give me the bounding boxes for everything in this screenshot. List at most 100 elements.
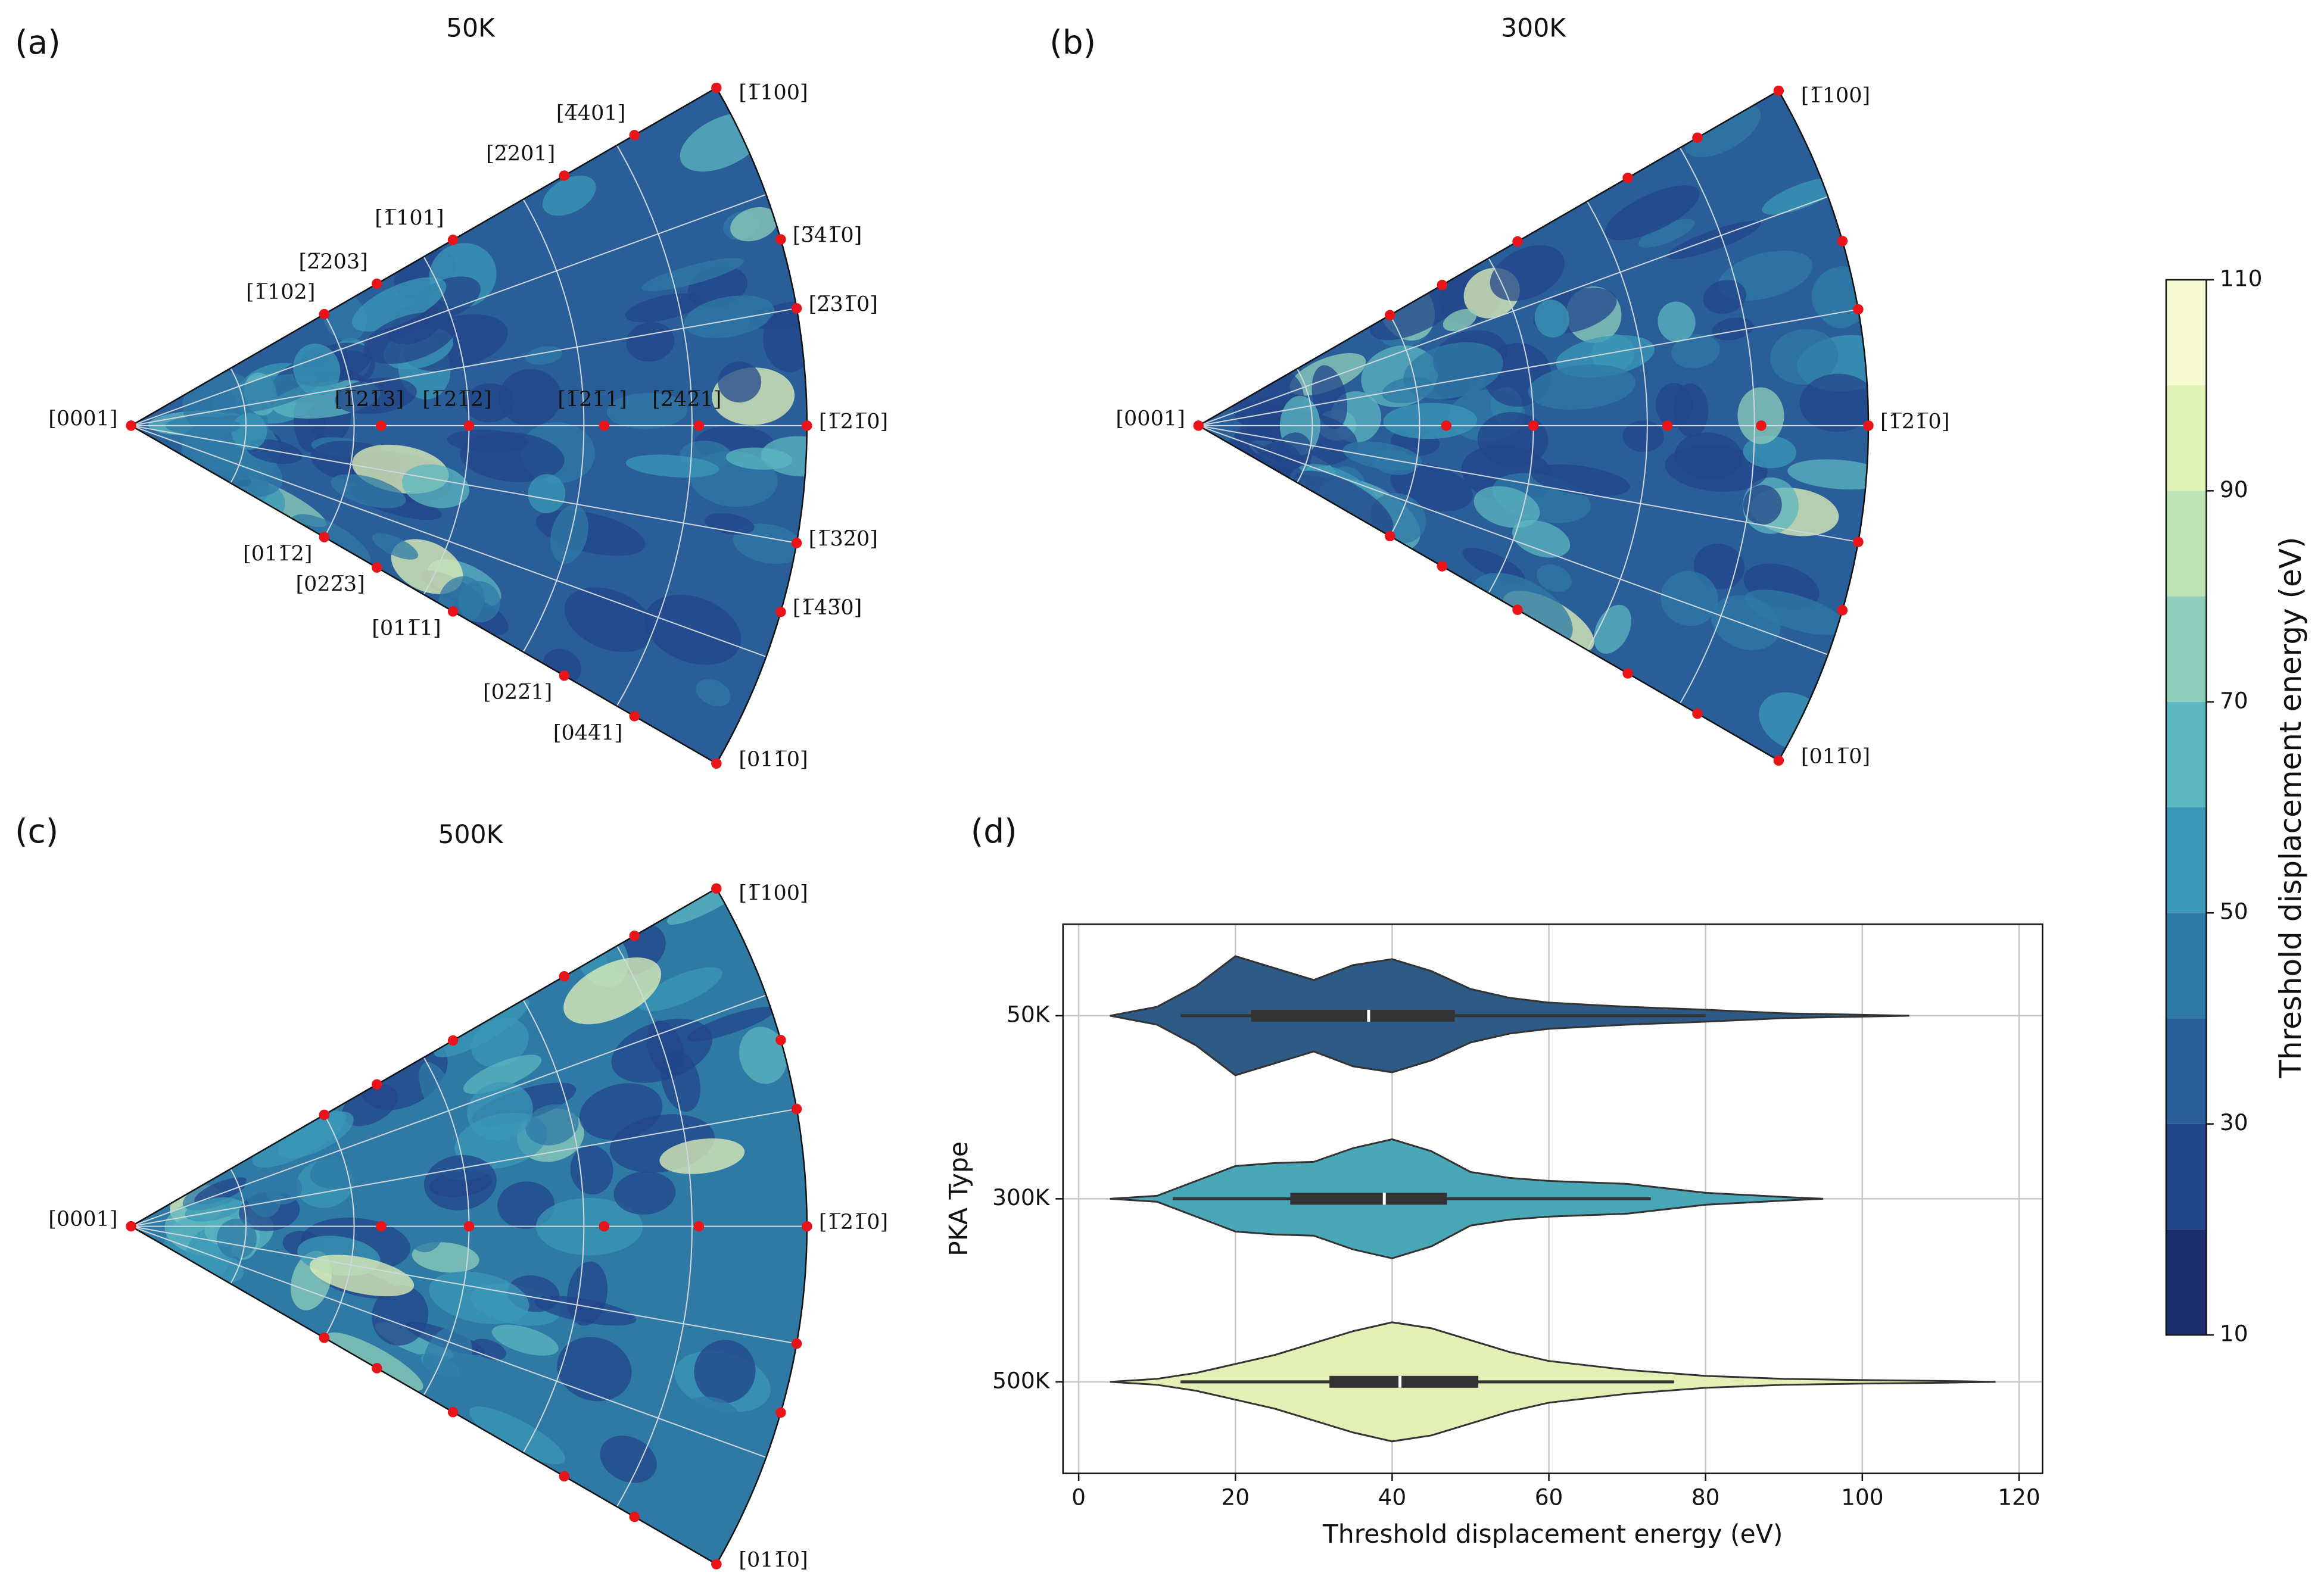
pole-patch bbox=[1743, 435, 1797, 469]
pole-patch bbox=[1770, 329, 1839, 385]
pole-dot bbox=[775, 1407, 786, 1418]
pole-patch bbox=[1799, 373, 1869, 432]
direction-label: [1̅21̅0] bbox=[1880, 410, 1949, 433]
pole-patch bbox=[606, 392, 688, 429]
colorbar-level bbox=[2166, 1018, 2207, 1124]
pole-dot bbox=[463, 420, 475, 431]
colorbar-level bbox=[2166, 913, 2207, 1019]
pole-patch bbox=[525, 1104, 579, 1146]
colorbar-frame bbox=[2165, 279, 2207, 1336]
pole-dot bbox=[319, 308, 330, 320]
iqr-box bbox=[1251, 1009, 1455, 1022]
pole-dot bbox=[559, 170, 570, 181]
colorbar-tick-label: 70 bbox=[2220, 687, 2248, 713]
pole-patch bbox=[194, 1177, 248, 1205]
direction-label: [1̅101] bbox=[375, 206, 444, 230]
pole-dot bbox=[372, 1363, 382, 1374]
pole-field bbox=[1198, 91, 1869, 761]
pole-patch bbox=[457, 581, 501, 623]
panel-label: (c) bbox=[15, 812, 58, 850]
pole-patch bbox=[372, 1285, 429, 1346]
direction-label: [3̅41̅0] bbox=[793, 224, 862, 248]
pole-dot bbox=[693, 420, 705, 431]
pole-patch bbox=[1814, 268, 1864, 329]
pole-dot bbox=[1692, 132, 1703, 143]
panel-title: 500K bbox=[438, 820, 503, 850]
iqr-box bbox=[1290, 1193, 1447, 1205]
pole-patch bbox=[613, 1171, 676, 1215]
colorbar-level bbox=[2166, 701, 2207, 807]
pole-dot bbox=[1193, 420, 1204, 431]
pole-grid bbox=[230, 367, 247, 483]
pole-dot bbox=[629, 930, 640, 941]
direction-label: [1̅21̅1] bbox=[557, 388, 627, 411]
x-tick-label: 100 bbox=[1841, 1484, 1884, 1511]
pole-field bbox=[131, 888, 807, 1565]
pole-patch bbox=[641, 258, 744, 291]
direction-label: [4̅401] bbox=[556, 101, 625, 125]
pole-patch bbox=[1490, 245, 1565, 301]
pole-patch bbox=[733, 523, 803, 564]
pole-patch bbox=[1787, 459, 1869, 490]
pole-patch bbox=[351, 277, 447, 332]
pole-patch bbox=[1537, 564, 1572, 592]
pole-grid bbox=[1587, 201, 1648, 651]
pole-dot bbox=[802, 420, 812, 431]
iqr-box bbox=[1329, 1375, 1479, 1388]
pole-patch bbox=[725, 447, 793, 470]
y-tick-label: 300K bbox=[992, 1184, 1051, 1210]
pole-dot bbox=[1863, 420, 1874, 431]
pole-patch bbox=[185, 1197, 241, 1222]
pole-dot bbox=[1512, 604, 1523, 615]
direction-label: [011̅0] bbox=[1801, 745, 1870, 769]
colorbar-tick-label: 90 bbox=[2220, 476, 2248, 503]
pole-dot bbox=[775, 1035, 786, 1046]
pole-patch bbox=[469, 1406, 566, 1465]
pole-patch bbox=[638, 967, 722, 1012]
direction-label: [2̅203] bbox=[298, 250, 367, 274]
pole-dot bbox=[1622, 172, 1633, 183]
pole-patch bbox=[265, 1174, 303, 1205]
pole-dot bbox=[126, 1221, 136, 1232]
pole-patch bbox=[1234, 441, 1303, 479]
pole-dot bbox=[319, 532, 330, 542]
pole-patch bbox=[677, 1396, 746, 1451]
colorbar-level bbox=[2166, 385, 2207, 491]
pole-dot bbox=[791, 1338, 802, 1349]
pole-dot bbox=[319, 1333, 330, 1343]
pole-dot bbox=[447, 235, 459, 245]
pole-patch bbox=[1605, 185, 1700, 241]
x-tick-label: 60 bbox=[1535, 1484, 1563, 1511]
pole-patch bbox=[1661, 571, 1718, 626]
colorbar-level bbox=[2166, 491, 2207, 597]
pole-grid bbox=[1296, 368, 1313, 483]
direction-label: [022̅1] bbox=[483, 681, 552, 704]
pole-dot bbox=[791, 1103, 802, 1115]
pole-dot bbox=[559, 971, 570, 982]
pole-patch bbox=[331, 474, 406, 508]
x-tick-label: 80 bbox=[1691, 1484, 1720, 1511]
panel-label: (b) bbox=[1049, 23, 1096, 61]
pole-patch bbox=[557, 1337, 632, 1402]
pole-patch bbox=[1743, 485, 1782, 525]
direction-label: [2̅42̅1] bbox=[652, 388, 721, 411]
pole-dot bbox=[1437, 279, 1448, 291]
pole-patch bbox=[310, 1147, 382, 1189]
pole-patch bbox=[739, 1266, 807, 1293]
y-tick-label: 50K bbox=[1007, 1001, 1051, 1027]
pole-patch bbox=[1684, 103, 1761, 158]
direction-label: [011̅0] bbox=[739, 748, 808, 772]
pole-patch bbox=[1473, 486, 1540, 528]
direction-label: [1̅21̅0] bbox=[819, 1210, 888, 1234]
pole-dot bbox=[599, 420, 610, 431]
pole-dot bbox=[463, 1221, 475, 1232]
pole-dot bbox=[775, 606, 786, 617]
pole-patch bbox=[293, 344, 341, 396]
direction-label: [1̅21̅3] bbox=[335, 388, 404, 411]
pole-dot bbox=[629, 711, 640, 722]
pole-dot bbox=[1437, 561, 1448, 572]
pole-patch bbox=[684, 295, 775, 338]
pole-patch bbox=[1658, 301, 1696, 342]
pole-patch bbox=[1383, 402, 1478, 439]
